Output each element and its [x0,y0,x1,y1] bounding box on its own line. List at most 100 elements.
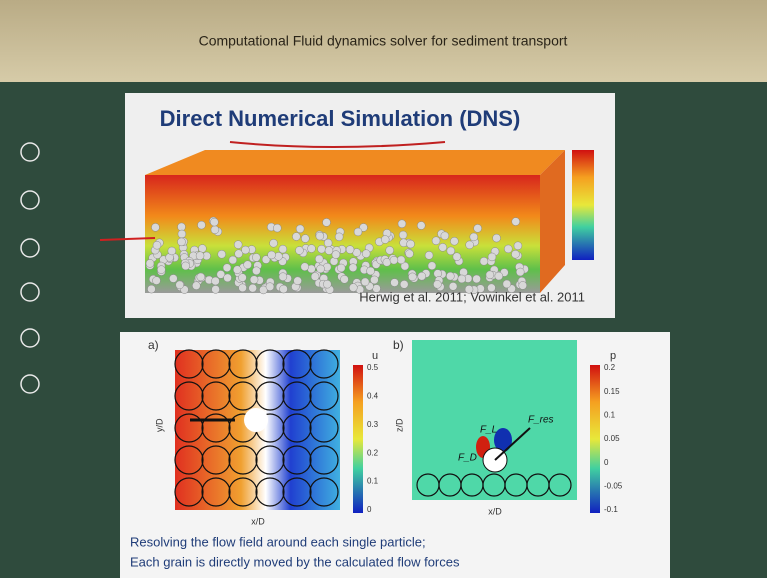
colorbar-tick: 0 [604,458,609,467]
grain [182,262,190,270]
colorbar-tick: -0.05 [604,481,623,490]
grain [169,275,177,283]
grain [238,274,246,282]
caption: Each grain is directly moved by the calc… [130,554,460,569]
grain [337,264,345,272]
grain [503,280,511,288]
grain [405,250,413,258]
grain [224,274,232,282]
grain [417,222,425,230]
grain [367,267,375,275]
grain [397,256,405,264]
slide1-title: Direct Numerical Simulation (DNS) [160,106,521,131]
grain [239,284,247,292]
colorbar-tick: 0.5 [367,363,379,372]
grain [177,223,185,231]
grain [441,232,449,240]
grain [176,281,184,289]
grain [223,264,231,272]
grain [466,241,474,249]
force-label: F_res [528,415,554,426]
grain [519,281,527,289]
grain [470,233,478,241]
grain [151,223,159,231]
panel-label: b) [393,338,404,352]
grain [432,237,440,245]
grain [324,239,332,247]
grain [296,225,304,233]
grain [318,245,326,253]
grain [323,280,331,288]
grain [192,282,200,290]
grain [279,245,287,253]
grain [493,234,501,242]
colorbar [572,150,594,260]
grain [168,247,176,255]
grain [268,251,276,259]
colorbar-tick: 0 [367,505,372,514]
colorbar [590,365,600,513]
grain [480,257,488,265]
grain [152,277,160,285]
colorbar-tick: -0.1 [604,505,618,514]
grain [233,266,241,274]
colorbar-tick: 0.1 [604,410,616,419]
colorbar-tick: 0.4 [367,392,379,401]
grain [399,231,407,239]
caption: Resolving the flow field around each sin… [130,534,426,549]
grain [512,218,520,226]
grain [450,237,458,245]
grain [381,236,389,244]
grain [473,275,481,283]
grain [244,261,252,269]
grain [249,284,257,292]
grain [447,247,455,255]
grain [250,276,258,284]
grain [146,259,154,267]
axis-label: x/D [488,506,502,516]
panel-label: a) [148,338,159,352]
grain [273,224,281,232]
grain [495,272,503,280]
colorbar [353,365,363,513]
grain [241,246,249,254]
grain [301,235,309,243]
citation: Herwig et al. 2011; Vowinkel et al. 2011 [359,289,585,304]
grain [439,243,447,251]
grain [178,230,186,238]
grain [428,262,436,270]
grain [295,246,303,254]
grain [514,242,522,250]
grain [311,273,319,281]
sim-top [145,150,565,175]
colorbar-tick: 0.2 [367,448,379,457]
grain [274,252,282,260]
grain [197,221,205,229]
grain [292,233,300,241]
grain [307,245,315,253]
grain [511,250,519,258]
grain [280,285,288,293]
grain [252,253,260,261]
grain [474,224,482,232]
grain [516,268,524,276]
grain [147,285,155,293]
grain [325,247,333,255]
axis-label: z/D [394,418,404,432]
grain [153,241,161,249]
grain [270,239,278,247]
axis-label: y/D [154,418,164,432]
header-title: Computational Fluid dynamics solver for … [199,33,568,49]
grain [211,277,219,285]
colorbar-tick: 0.05 [604,434,620,443]
grain [433,280,441,288]
force-label: F_L [480,425,497,436]
grain [398,220,406,228]
grain [408,273,416,281]
grain [486,271,494,279]
grain [211,226,219,234]
grain [252,267,260,275]
grain [218,250,226,258]
grain [370,276,378,284]
grain [407,240,415,248]
